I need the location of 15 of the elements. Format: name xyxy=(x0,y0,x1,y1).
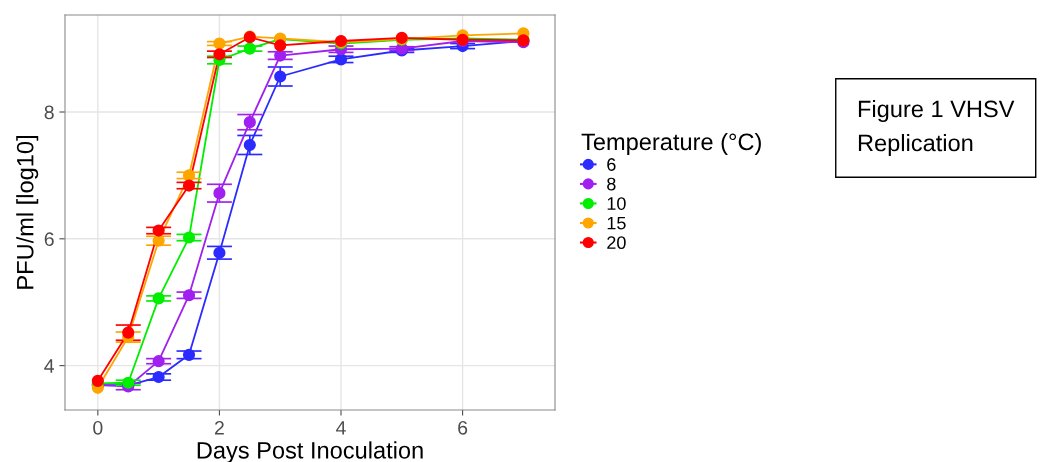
x-tick-label: 0 xyxy=(93,420,103,435)
x-tick-label: 6 xyxy=(458,420,468,435)
y-tick-label: 8 xyxy=(44,105,54,120)
legend-label: 8 xyxy=(607,177,616,191)
y-tick-label: 6 xyxy=(44,232,54,247)
y-tick-label: 4 xyxy=(44,359,55,373)
legend-label: 20 xyxy=(607,236,626,250)
legend-title: Temperature (°C) xyxy=(581,132,761,155)
x-tick-label: 4 xyxy=(336,421,346,435)
caption: Figure 1 VHSV Replication xyxy=(858,100,1015,156)
legend-label: 15 xyxy=(607,216,626,230)
x-tick-label: 2 xyxy=(214,420,224,435)
legend-label: 10 xyxy=(607,197,626,210)
legend-label: 6 xyxy=(607,158,616,171)
y-axis-title: PFU/ml [log10] xyxy=(16,136,39,289)
